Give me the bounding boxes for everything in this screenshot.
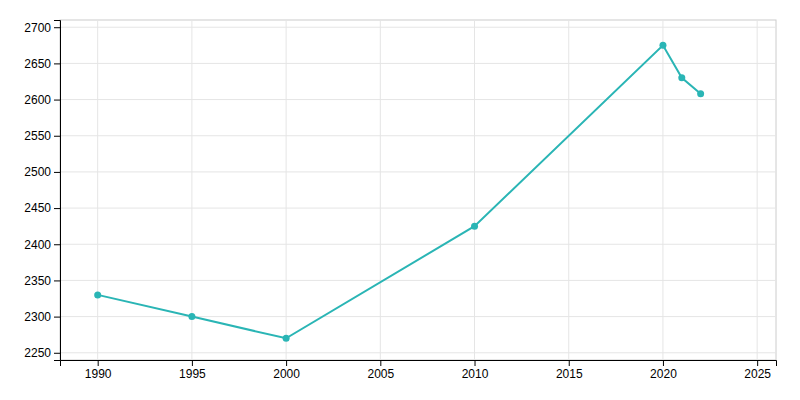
grid-line-x <box>568 20 569 360</box>
y-tick-mark <box>54 317 60 318</box>
x-tick: 2015 <box>556 360 583 381</box>
grid-line-y <box>60 208 776 209</box>
y-tick-label: 2350 <box>24 274 51 288</box>
grid-line-y <box>60 135 776 136</box>
plot-area: 1990 1995 2000 2005 2010 2015 2020 2025 2250 2300… <box>24 20 776 381</box>
x-tick: 2010 <box>462 360 489 381</box>
grid-line-y <box>60 316 776 317</box>
x-tick-mark <box>98 360 99 366</box>
y-tick-label: 2700 <box>24 21 51 35</box>
x-tick: 1995 <box>179 360 206 381</box>
grid-line-x <box>757 20 758 360</box>
x-tick-label: 2025 <box>744 367 771 381</box>
y-tick-label: 2400 <box>24 238 51 252</box>
x-tick: 2020 <box>650 360 677 381</box>
plot-frame <box>60 20 776 360</box>
x-tick-mark <box>192 360 193 366</box>
y-tick-mark <box>54 63 60 64</box>
y-tick-label: 2250 <box>24 346 51 360</box>
x-tick: 2000 <box>273 360 300 381</box>
x-tick-mark <box>380 360 381 366</box>
y-tick: 2700 <box>24 21 60 35</box>
y-tick: 2550 <box>24 129 60 143</box>
y-axis-line <box>54 21 61 361</box>
grid-line-x <box>191 20 192 360</box>
y-tick: 2500 <box>24 165 60 179</box>
y-tick: 2400 <box>24 238 60 252</box>
x-axis: 1990 1995 2000 2005 2010 2015 2020 2025 <box>61 360 777 381</box>
x-tick-label: 2005 <box>367 367 394 381</box>
line <box>98 45 701 338</box>
grid-line-y <box>60 352 776 353</box>
grid-line-x <box>474 20 475 360</box>
grid-line-y <box>60 63 776 64</box>
grid-line-x <box>286 20 287 360</box>
y-tick-mark <box>54 172 60 173</box>
y-tick-label: 2450 <box>24 201 51 215</box>
y-tick-mark <box>54 27 60 28</box>
grid-line-x <box>97 20 98 360</box>
x-tick-label: 2000 <box>273 367 300 381</box>
y-tick-label: 2500 <box>24 165 51 179</box>
x-tick: 1990 <box>85 360 112 381</box>
x-tick: 2025 <box>744 360 771 381</box>
y-tick-mark <box>54 100 60 101</box>
x-tick-mark <box>663 360 664 366</box>
x-tick-label: 2010 <box>462 367 489 381</box>
grid-line-y <box>60 27 776 28</box>
y-tick-mark <box>54 208 60 209</box>
grid-line-x <box>662 20 663 360</box>
grid <box>60 20 776 360</box>
y-tick-label: 2300 <box>24 310 51 324</box>
point <box>188 313 195 320</box>
x-tick-mark <box>475 360 476 366</box>
y-tick: 2650 <box>24 57 60 71</box>
x-tick-mark <box>569 360 570 366</box>
y-tick-mark <box>54 353 60 354</box>
point <box>283 335 290 342</box>
y-tick: 2450 <box>24 201 60 215</box>
grid-line-x <box>380 20 381 360</box>
y-tick-mark <box>54 244 60 245</box>
x-tick: 2005 <box>367 360 394 381</box>
x-axis-line <box>61 361 777 367</box>
y-tick-mark <box>54 136 60 137</box>
grid-line-y <box>60 99 776 100</box>
point <box>659 42 666 49</box>
x-tick-label: 2020 <box>650 367 677 381</box>
point <box>94 291 101 298</box>
point <box>471 223 478 230</box>
y-tick-label: 2600 <box>24 93 51 107</box>
x-tick-label: 1990 <box>85 367 112 381</box>
grid-line-y <box>60 171 776 172</box>
y-tick-label: 2550 <box>24 129 51 143</box>
grid-line-y <box>60 280 776 281</box>
series <box>94 42 704 342</box>
y-tick: 2250 <box>24 346 60 360</box>
x-tick-mark <box>286 360 287 366</box>
chart: 1990 1995 2000 2005 2010 2015 2020 2025 2250 2300… <box>0 0 800 400</box>
y-tick: 2600 <box>24 93 60 107</box>
x-tick-mark <box>757 360 758 366</box>
x-tick-label: 2015 <box>556 367 583 381</box>
point <box>678 74 685 81</box>
x-tick-label: 1995 <box>179 367 206 381</box>
y-tick-mark <box>54 280 60 281</box>
y-tick-label: 2650 <box>24 57 51 71</box>
y-tick: 2300 <box>24 310 60 324</box>
grid-line-y <box>60 244 776 245</box>
y-axis: 2250 2300 2350 2400 2450 2500 2550 2600 2650 2700 <box>24 21 60 361</box>
point <box>697 90 704 97</box>
y-tick: 2350 <box>24 274 60 288</box>
